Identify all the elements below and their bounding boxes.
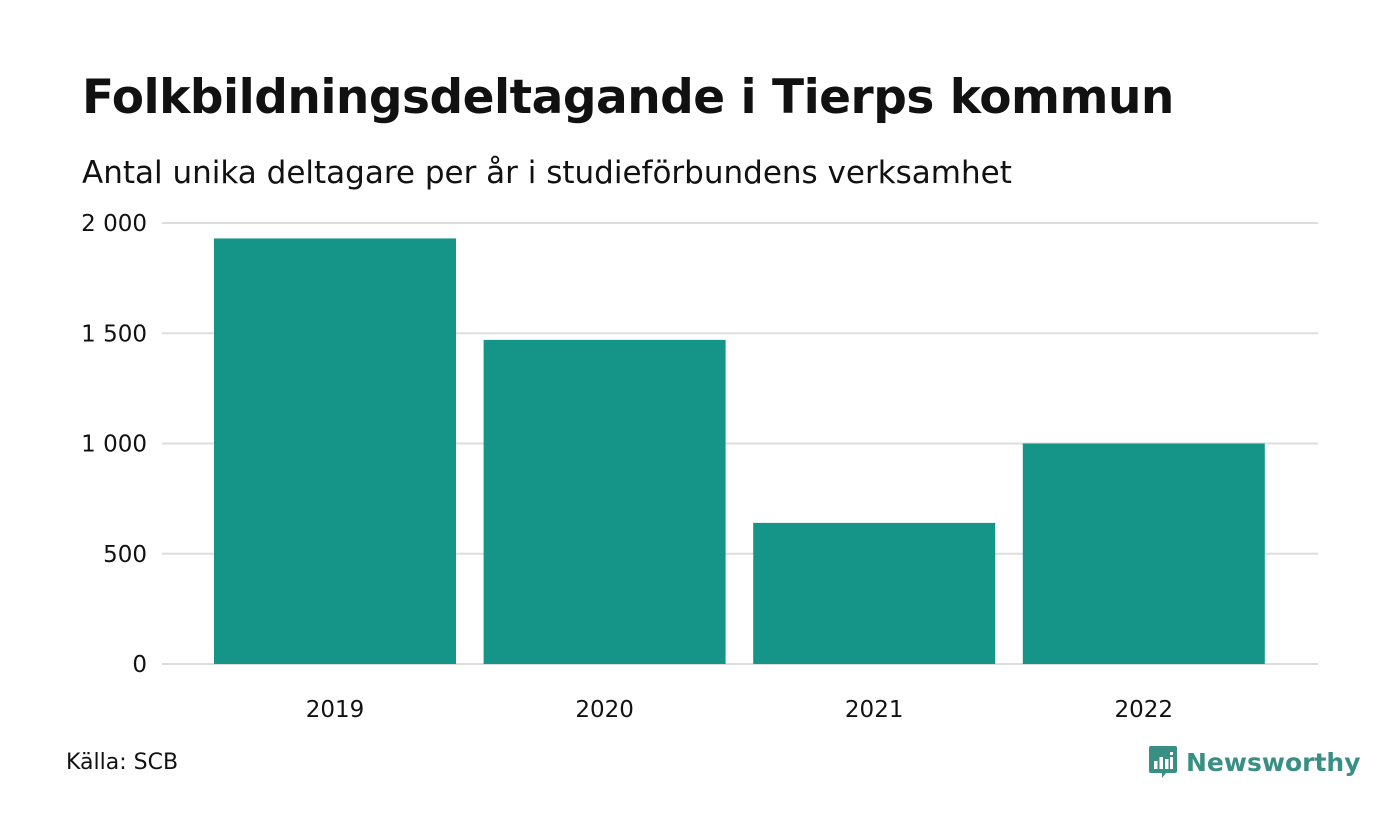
chart-subtitle: Antal unika deltagare per år i studieför… xyxy=(82,155,1012,191)
y-tick-label: 500 xyxy=(103,542,147,568)
bar-2022 xyxy=(1022,443,1265,664)
bar-chart: 0 500 1 000 1 500 2 000 2019 2020 2021 2022 xyxy=(81,211,1318,723)
brand-name: Newsworthy xyxy=(1186,747,1361,777)
chart-title: Folkbildningsdeltagande i Tierps kommun xyxy=(82,70,1174,125)
x-axis-ticks: 2019 2020 2021 2022 xyxy=(306,697,1173,723)
y-tick-label: 1 000 xyxy=(81,432,147,458)
brand-logo: Newsworthy xyxy=(1148,744,1361,780)
y-tick-label: 1 500 xyxy=(81,321,147,347)
y-axis-ticks: 0 500 1 000 1 500 2 000 xyxy=(81,211,147,678)
bars xyxy=(214,238,1265,664)
bar-2019 xyxy=(214,238,456,664)
y-tick-label: 0 xyxy=(132,652,147,678)
source-note: Källa: SCB xyxy=(66,750,179,775)
y-tick-label: 2 000 xyxy=(81,211,147,237)
bar-2021 xyxy=(753,522,996,664)
newsworthy-logo-icon xyxy=(1149,746,1177,778)
x-tick-label: 2019 xyxy=(306,697,365,723)
x-tick-label: 2020 xyxy=(575,697,634,723)
x-tick-label: 2022 xyxy=(1115,697,1174,723)
bar-2020 xyxy=(483,339,726,664)
x-tick-label: 2021 xyxy=(845,697,904,723)
